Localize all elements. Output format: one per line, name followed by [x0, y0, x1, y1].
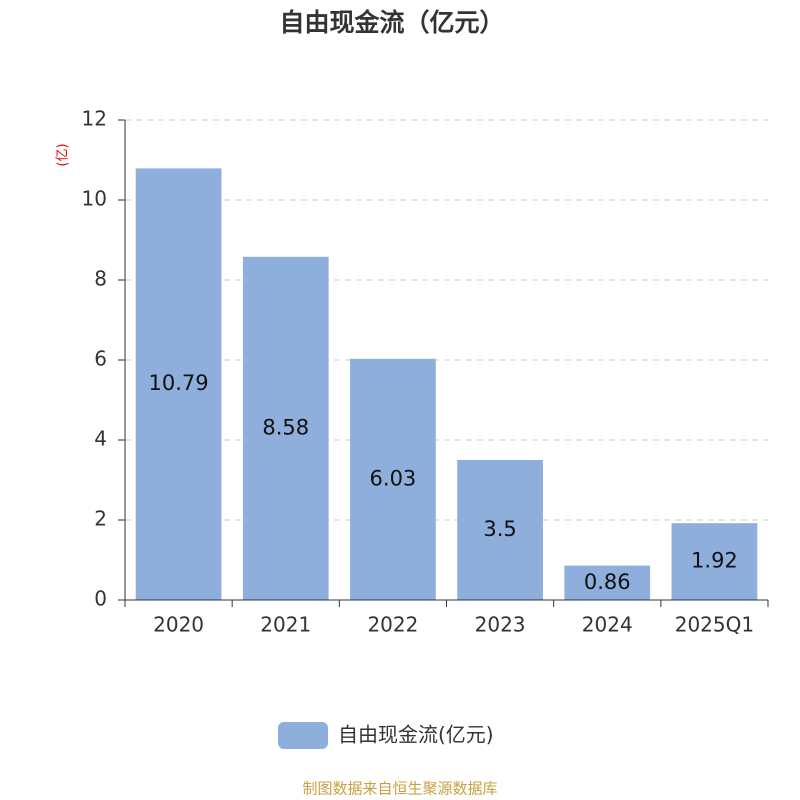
legend-label: 自由现金流(亿元) [338, 723, 494, 747]
data-label: 6.03 [370, 466, 417, 490]
y-tick-label: 10 [82, 187, 107, 211]
data-label: 1.92 [691, 549, 738, 573]
y-tick-label: 4 [94, 427, 107, 451]
data-label: 8.58 [262, 415, 309, 439]
y-tick-label: 0 [94, 587, 107, 611]
data-label: 10.79 [149, 371, 209, 395]
chart-title: 自由现金流（亿元） [279, 8, 504, 37]
x-tick-label: 2023 [475, 613, 526, 637]
data-label: 0.86 [584, 570, 631, 594]
bar [242, 256, 329, 600]
bar [457, 460, 543, 600]
x-tick-label: 2025Q1 [675, 613, 754, 637]
y-tick-label: 8 [94, 267, 107, 291]
y-tick-label: 12 [82, 107, 107, 131]
data-label: 3.5 [483, 517, 516, 541]
bar [135, 168, 222, 600]
x-tick-label: 2024 [582, 613, 633, 637]
y-tick-label: 6 [94, 347, 107, 371]
y-axis-label: (亿) [56, 143, 71, 166]
x-tick-label: 2020 [153, 613, 204, 637]
x-tick-label: 2022 [367, 613, 418, 637]
bar [564, 565, 651, 600]
y-tick-label: 2 [94, 507, 107, 531]
bar [671, 523, 758, 600]
source-note: 制图数据来自恒生聚源数据库 [302, 780, 497, 798]
legend-swatch [278, 722, 328, 749]
bar [350, 358, 436, 600]
x-tick-label: 2021 [260, 613, 311, 637]
